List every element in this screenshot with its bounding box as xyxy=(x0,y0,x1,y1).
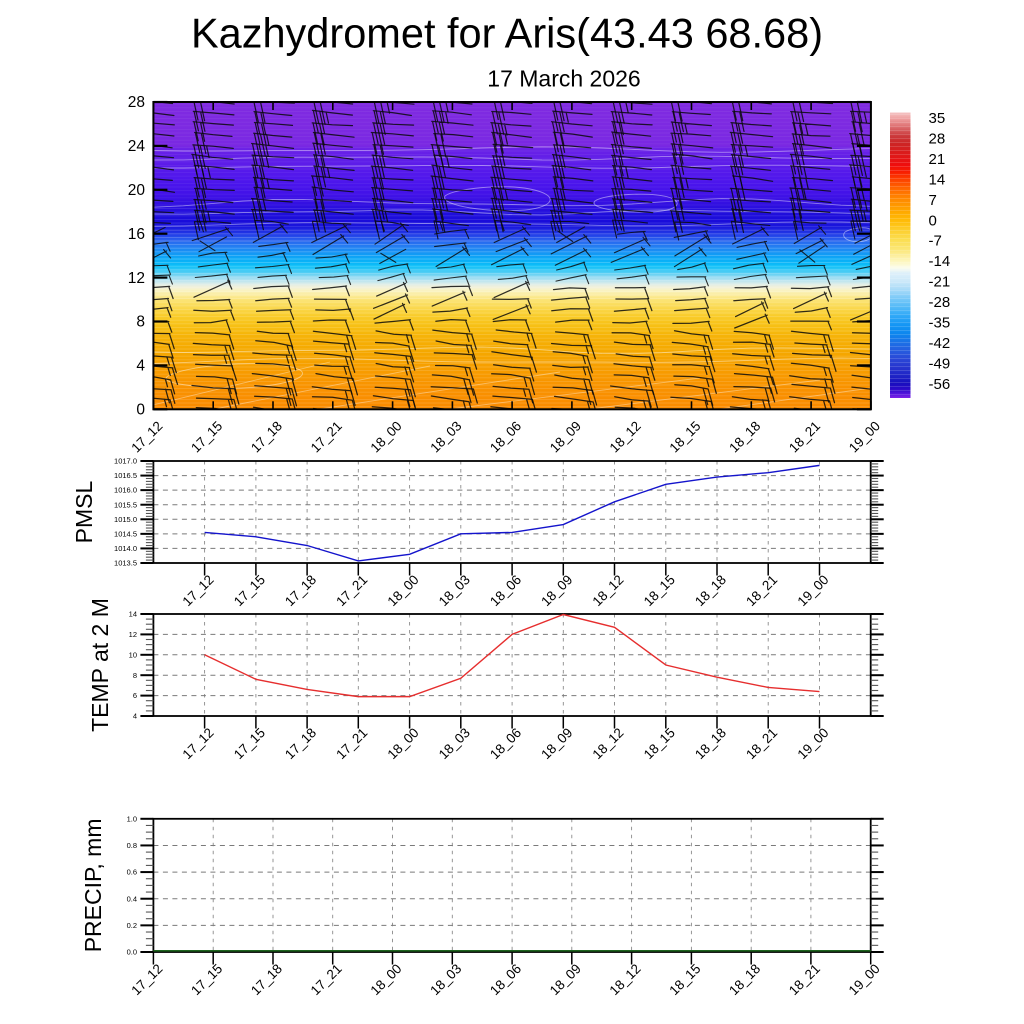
svg-text:18_15: 18_15 xyxy=(666,418,703,455)
svg-text:17_18: 17_18 xyxy=(282,572,319,609)
svg-text:18_15: 18_15 xyxy=(666,961,703,998)
svg-text:7: 7 xyxy=(929,192,937,209)
svg-text:1015.0: 1015.0 xyxy=(114,515,137,524)
svg-text:21: 21 xyxy=(929,151,946,168)
svg-text:18_03: 18_03 xyxy=(436,572,473,609)
svg-text:28: 28 xyxy=(929,131,946,148)
svg-text:18_18: 18_18 xyxy=(726,961,763,998)
svg-text:8: 8 xyxy=(133,671,137,680)
svg-text:17_18: 17_18 xyxy=(248,961,285,998)
svg-text:17_21: 17_21 xyxy=(308,418,345,455)
svg-text:17_18: 17_18 xyxy=(248,418,285,455)
svg-text:18_18: 18_18 xyxy=(692,725,729,762)
svg-text:8: 8 xyxy=(136,314,145,331)
svg-text:12: 12 xyxy=(129,630,137,639)
svg-text:1016.5: 1016.5 xyxy=(114,471,137,480)
svg-text:0.8: 0.8 xyxy=(127,841,137,850)
svg-text:17_21: 17_21 xyxy=(333,725,370,762)
svg-text:-7: -7 xyxy=(929,233,942,250)
svg-text:-49: -49 xyxy=(929,356,951,373)
svg-text:17_12: 17_12 xyxy=(180,572,217,609)
svg-text:4: 4 xyxy=(136,358,145,375)
svg-text:1013.5: 1013.5 xyxy=(114,559,137,568)
svg-text:1014.0: 1014.0 xyxy=(114,544,137,553)
svg-text:4: 4 xyxy=(133,712,137,721)
svg-text:17_15: 17_15 xyxy=(188,961,225,998)
svg-text:17_15: 17_15 xyxy=(231,725,268,762)
svg-text:18_18: 18_18 xyxy=(692,572,729,609)
svg-text:14: 14 xyxy=(929,171,946,188)
svg-text:1.0: 1.0 xyxy=(127,814,137,823)
svg-text:18_21: 18_21 xyxy=(743,572,780,609)
svg-text:18_00: 18_00 xyxy=(385,725,422,762)
svg-text:18_12: 18_12 xyxy=(589,725,626,762)
svg-text:18_12: 18_12 xyxy=(607,961,644,998)
svg-text:Kazhydromet for Aris(43.43 68.: Kazhydromet for Aris(43.43 68.68) xyxy=(191,10,823,57)
svg-text:19_00: 19_00 xyxy=(846,961,883,998)
svg-text:18_21: 18_21 xyxy=(786,961,823,998)
svg-text:1016.0: 1016.0 xyxy=(114,486,137,495)
svg-text:18_03: 18_03 xyxy=(427,961,464,998)
svg-text:-21: -21 xyxy=(929,274,951,291)
svg-text:0.4: 0.4 xyxy=(127,894,137,903)
svg-text:18_09: 18_09 xyxy=(538,725,575,762)
svg-text:18_12: 18_12 xyxy=(589,572,626,609)
svg-text:35: 35 xyxy=(929,110,946,127)
svg-text:1017.0: 1017.0 xyxy=(114,457,137,466)
svg-text:18_06: 18_06 xyxy=(487,418,524,455)
svg-text:18_12: 18_12 xyxy=(607,418,644,455)
svg-text:-14: -14 xyxy=(929,253,951,270)
svg-text:-28: -28 xyxy=(929,294,951,311)
svg-text:17_18: 17_18 xyxy=(282,725,319,762)
svg-text:18_06: 18_06 xyxy=(487,572,524,609)
svg-text:14: 14 xyxy=(129,610,137,619)
svg-text:TEMP at 2 M: TEMP at 2 M xyxy=(87,598,113,732)
svg-text:17 March 2026: 17 March 2026 xyxy=(487,66,640,92)
svg-text:6: 6 xyxy=(133,691,137,700)
svg-text:18_06: 18_06 xyxy=(487,725,524,762)
svg-text:-35: -35 xyxy=(929,315,951,332)
svg-text:0.2: 0.2 xyxy=(127,921,137,930)
svg-text:0.6: 0.6 xyxy=(127,868,137,877)
svg-text:16: 16 xyxy=(128,226,145,243)
svg-text:24: 24 xyxy=(128,138,146,155)
svg-text:18_03: 18_03 xyxy=(436,725,473,762)
svg-text:17_12: 17_12 xyxy=(128,418,165,455)
svg-text:18_15: 18_15 xyxy=(641,572,678,609)
svg-text:18_06: 18_06 xyxy=(487,961,524,998)
svg-text:28: 28 xyxy=(128,94,145,111)
svg-text:17_21: 17_21 xyxy=(308,961,345,998)
svg-text:20: 20 xyxy=(128,182,146,199)
svg-text:0.0: 0.0 xyxy=(127,948,137,957)
svg-text:0: 0 xyxy=(136,402,145,419)
svg-text:18_09: 18_09 xyxy=(547,961,584,998)
svg-text:-56: -56 xyxy=(929,376,951,393)
svg-text:18_21: 18_21 xyxy=(786,418,823,455)
svg-text:17_15: 17_15 xyxy=(231,572,268,609)
svg-text:12: 12 xyxy=(128,270,145,287)
svg-text:0: 0 xyxy=(929,212,937,229)
svg-text:17_12: 17_12 xyxy=(180,725,217,762)
svg-text:18_09: 18_09 xyxy=(538,572,575,609)
svg-text:17_15: 17_15 xyxy=(188,418,225,455)
svg-text:10: 10 xyxy=(129,650,137,659)
svg-text:18_21: 18_21 xyxy=(743,725,780,762)
svg-text:18_15: 18_15 xyxy=(641,725,678,762)
svg-text:19_00: 19_00 xyxy=(794,725,831,762)
svg-text:18_09: 18_09 xyxy=(547,418,584,455)
svg-text:17_21: 17_21 xyxy=(333,572,370,609)
svg-text:19_00: 19_00 xyxy=(794,572,831,609)
svg-text:18_03: 18_03 xyxy=(427,418,464,455)
svg-text:1014.5: 1014.5 xyxy=(114,530,137,539)
svg-text:18_00: 18_00 xyxy=(368,418,405,455)
svg-text:19_00: 19_00 xyxy=(846,418,883,455)
svg-text:1015.5: 1015.5 xyxy=(114,500,137,509)
svg-text:18_18: 18_18 xyxy=(726,418,763,455)
svg-text:PRECIP, mm: PRECIP, mm xyxy=(80,819,106,953)
svg-text:-42: -42 xyxy=(929,335,951,352)
svg-text:17_12: 17_12 xyxy=(128,961,165,998)
svg-text:18_00: 18_00 xyxy=(367,961,404,998)
svg-text:18_00: 18_00 xyxy=(385,572,422,609)
svg-text:PMSL: PMSL xyxy=(71,480,97,543)
